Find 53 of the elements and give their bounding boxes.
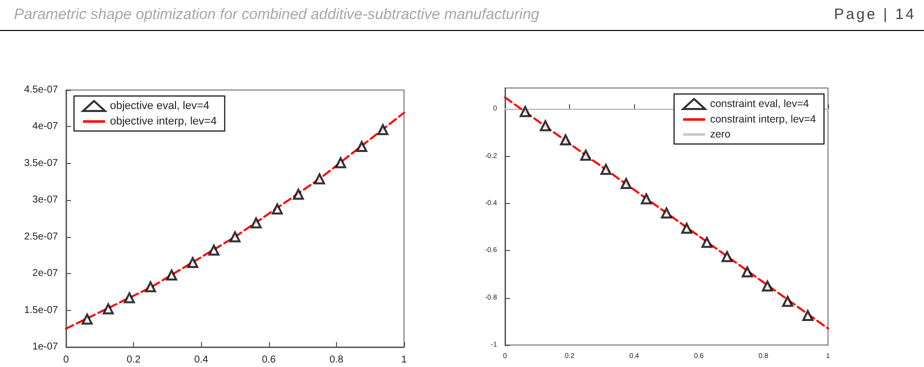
point bbox=[250, 217, 262, 228]
point bbox=[661, 207, 672, 218]
point bbox=[600, 164, 612, 175]
x-tick-label: 0.8 bbox=[329, 354, 344, 366]
text: Parametric shape optimization for combined additive-subtractive manufacturing bbox=[14, 6, 540, 23]
line-series bbox=[504, 96, 829, 330]
legend-label: constraint eval, lev=4 bbox=[710, 98, 810, 110]
point bbox=[145, 281, 156, 292]
legend-label: objective interp, lev=4 bbox=[110, 116, 217, 128]
point bbox=[208, 244, 220, 256]
point bbox=[292, 188, 304, 200]
point bbox=[356, 141, 368, 152]
point bbox=[540, 120, 551, 132]
point bbox=[762, 280, 773, 292]
point bbox=[681, 222, 692, 234]
x-tick-label: 0 bbox=[63, 354, 70, 366]
y-tick-label: 1e-07 bbox=[32, 342, 58, 352]
line-series bbox=[65, 112, 405, 330]
x-tick-label: 1 bbox=[401, 354, 408, 366]
point bbox=[802, 310, 814, 322]
y-tick-label: 2.5e-07 bbox=[24, 231, 58, 242]
y-tick-label: 3e-07 bbox=[32, 194, 58, 206]
legend-label: objective eval, lev=4 bbox=[110, 100, 210, 112]
text: Page | 14 bbox=[834, 6, 916, 23]
point bbox=[782, 296, 794, 307]
point bbox=[520, 106, 531, 118]
point bbox=[314, 173, 325, 184]
x-tick-label: 0.4 bbox=[194, 354, 209, 366]
point bbox=[377, 124, 388, 136]
point bbox=[335, 157, 346, 168]
y-tick-label: 2e-07 bbox=[32, 268, 58, 280]
point bbox=[102, 303, 114, 314]
point bbox=[640, 193, 652, 204]
point bbox=[580, 150, 592, 161]
point bbox=[272, 203, 283, 214]
y-tick-label: 3.5e-07 bbox=[24, 158, 58, 169]
legend-label: zero bbox=[710, 128, 731, 140]
point bbox=[560, 134, 572, 146]
y-tick-label: 1.5e-07 bbox=[24, 304, 58, 316]
y-tick-label: 4.5e-07 bbox=[24, 84, 58, 96]
point bbox=[230, 231, 240, 242]
point bbox=[82, 314, 93, 325]
x-tick-label: 0.6 bbox=[262, 354, 276, 366]
point bbox=[166, 270, 178, 281]
y-tick-label: 4e-07 bbox=[32, 121, 58, 132]
point bbox=[620, 178, 632, 189]
legend-label: constraint interp, lev=4 bbox=[710, 114, 816, 126]
point bbox=[742, 266, 753, 278]
point bbox=[124, 292, 135, 304]
x-tick-label: 0.2 bbox=[126, 354, 141, 366]
point bbox=[722, 251, 733, 262]
point bbox=[701, 236, 712, 248]
point bbox=[187, 257, 198, 268]
